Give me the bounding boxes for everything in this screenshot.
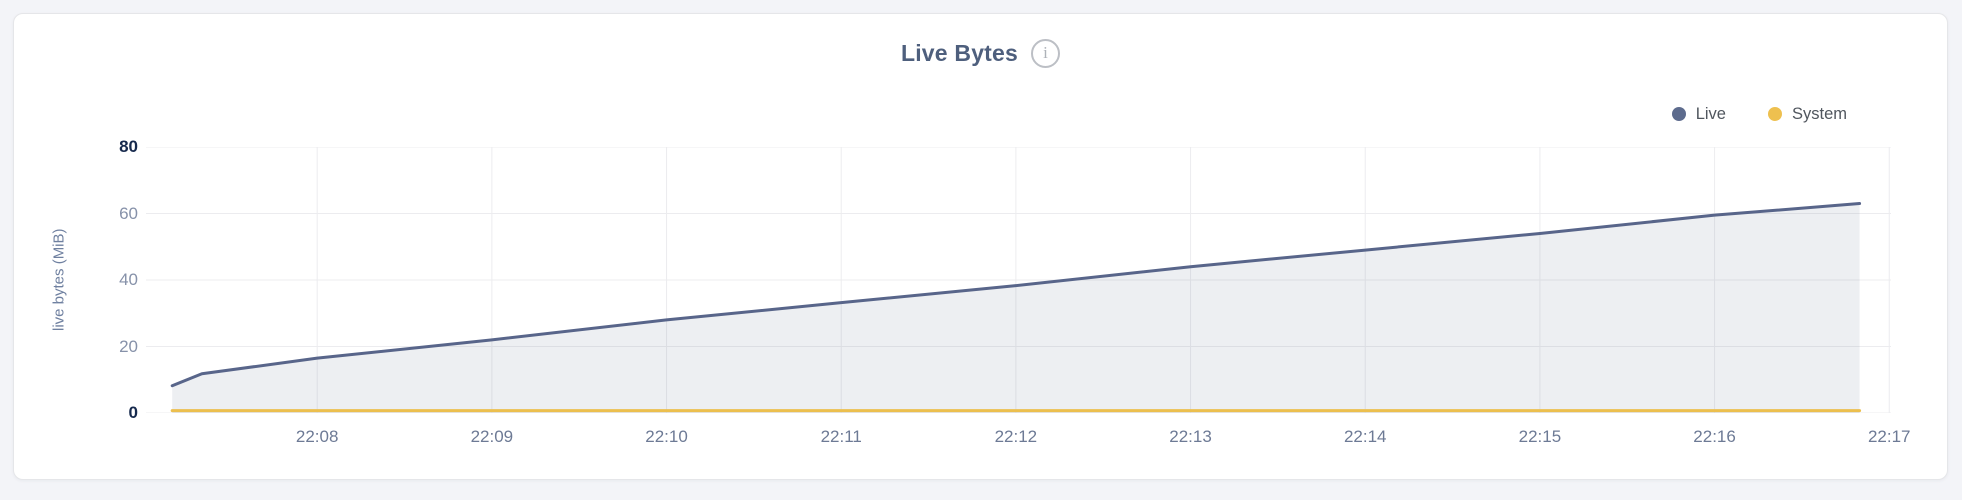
x-tick-label-22:14: 22:14 [1343, 427, 1387, 446]
x-tick-label-22:08: 22:08 [295, 427, 339, 446]
legend-item-system: System [1767, 104, 1847, 124]
chart-legend: Live System [1671, 101, 1847, 127]
x-tick-label-22:13: 22:13 [1169, 427, 1212, 446]
y-tick-label-20: 20 [119, 336, 138, 356]
legend-label: Live [1695, 104, 1726, 123]
legend-item-live: Live [1671, 104, 1726, 124]
x-tick-label-22:11: 22:11 [820, 427, 862, 446]
x-tick-label-22:12: 22:12 [994, 427, 1038, 446]
x-tick-label-22:09: 22:09 [470, 427, 514, 446]
x-tick-label-22:15: 22:15 [1518, 427, 1562, 446]
chart-svg[interactable] [146, 147, 1891, 413]
y-tick-label-40: 40 [119, 270, 138, 289]
x-tick-label-22:10: 22:10 [645, 427, 688, 446]
chart-plot-area[interactable] [146, 147, 1891, 413]
y-tick-label-0: 0 [128, 403, 138, 422]
y-tick-label-80: 80 [119, 137, 138, 156]
live-bytes-chart-card: Live Bytes i Live System live bytes (MiB)… [13, 13, 1948, 480]
series-area-live [172, 203, 1860, 413]
x-tick-label-22:17: 22:17 [1867, 427, 1911, 446]
series-line-live [170, 202, 1862, 388]
legend-dot-system [1767, 107, 1782, 121]
chart-header: Live Bytes i [14, 36, 1947, 70]
y-tick-label-60: 60 [119, 203, 138, 223]
info-icon[interactable]: i [1031, 38, 1061, 68]
legend-dot-live [1671, 107, 1686, 121]
legend-label: System [1791, 104, 1847, 123]
x-tick-label-22:16: 22:16 [1693, 427, 1736, 446]
chart-title: Live Bytes [900, 39, 1019, 66]
